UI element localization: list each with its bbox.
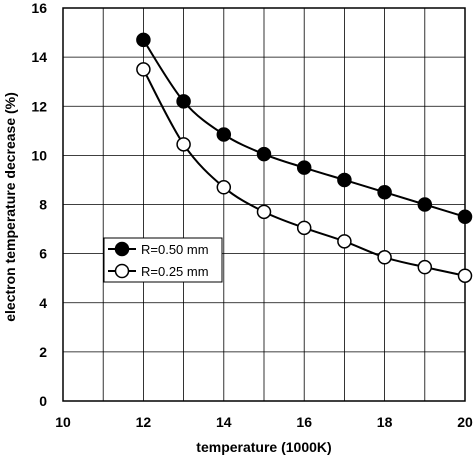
data-point-series-1	[417, 197, 433, 212]
x-tick-label: 20	[457, 414, 473, 430]
data-point-series-1	[296, 160, 312, 175]
data-point-series-2	[417, 259, 433, 275]
y-tick-label: 14	[31, 49, 47, 65]
legend-label-series-2: R=0.25 mm	[141, 264, 209, 279]
x-tick-label: 18	[377, 414, 393, 430]
y-tick-label: 8	[39, 197, 47, 213]
plot-frame	[62, 7, 466, 402]
y-axis-title: electron temperature decrease (%)	[2, 92, 18, 322]
data-point-series-1	[136, 32, 151, 48]
series-points	[136, 32, 473, 283]
y-tick-labels: 0 2 4 6 8 10 12 14 16	[31, 0, 47, 409]
data-point-series-2	[337, 234, 352, 249]
x-tick-label: 16	[296, 414, 312, 430]
data-point-series-2	[176, 137, 191, 152]
data-point-series-2	[457, 268, 473, 283]
x-tick-label: 10	[55, 414, 71, 430]
grid	[62, 7, 466, 402]
data-point-series-1	[216, 127, 232, 142]
legend: R=0.50 mm R=0.25 mm	[103, 237, 223, 283]
data-point-series-2	[256, 204, 272, 220]
data-point-series-1	[377, 184, 392, 200]
y-tick-label: 10	[31, 147, 47, 163]
legend-marker-series-1	[114, 241, 130, 257]
x-tick-label: 14	[216, 414, 232, 430]
x-axis-title: temperature (1000K)	[196, 439, 331, 455]
data-point-series-2	[216, 180, 232, 195]
x-tick-labels: 10 12 14 16 18 20	[55, 414, 473, 430]
data-point-series-1	[337, 172, 352, 188]
data-point-series-1	[457, 209, 473, 225]
data-point-series-1	[176, 94, 191, 109]
y-tick-label: 16	[31, 0, 47, 16]
y-tick-label: 4	[39, 295, 47, 311]
y-tick-label: 2	[39, 344, 47, 360]
data-point-series-2	[296, 220, 312, 236]
legend-marker-series-2	[114, 263, 130, 279]
y-tick-label: 12	[31, 98, 47, 114]
y-tick-label: 6	[39, 246, 47, 262]
y-tick-label: 0	[39, 393, 47, 409]
x-tick-label: 12	[136, 414, 152, 430]
data-point-series-1	[256, 146, 272, 162]
data-point-series-2	[136, 62, 151, 77]
legend-label-series-1: R=0.50 mm	[141, 242, 209, 257]
data-point-series-2	[377, 250, 392, 265]
